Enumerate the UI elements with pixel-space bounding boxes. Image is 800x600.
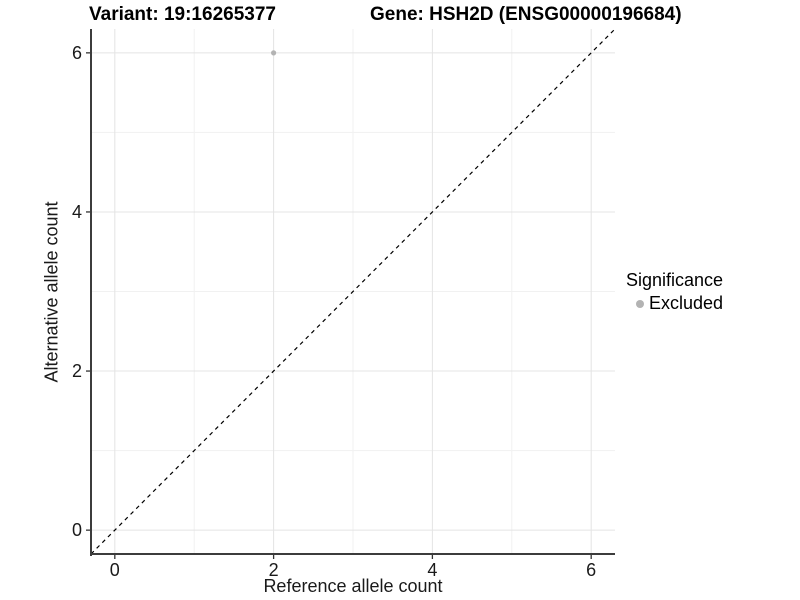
- svg-text:0: 0: [110, 560, 120, 580]
- svg-text:4: 4: [427, 560, 437, 580]
- svg-text:4: 4: [72, 202, 82, 222]
- y-axis-title: Alternative allele count: [41, 201, 62, 383]
- svg-text:2: 2: [72, 361, 82, 381]
- svg-text:0: 0: [72, 520, 82, 540]
- x-axis-title: Reference allele count: [263, 576, 443, 596]
- svg-text:6: 6: [72, 43, 82, 63]
- plot-title-variant: Variant: 19:16265377: [89, 4, 276, 25]
- legend: Significance Excluded: [626, 270, 723, 314]
- svg-text:2: 2: [269, 560, 279, 580]
- legend-label-excluded: Excluded: [649, 293, 724, 313]
- excluded-point-icon: [636, 299, 644, 308]
- svg-text:6: 6: [586, 560, 596, 580]
- legend-title: Significance: [626, 270, 724, 290]
- legend-item-excluded: Excluded: [626, 293, 723, 314]
- plot-title-gene: Gene: HSH2D (ENSG00000196684): [370, 4, 682, 25]
